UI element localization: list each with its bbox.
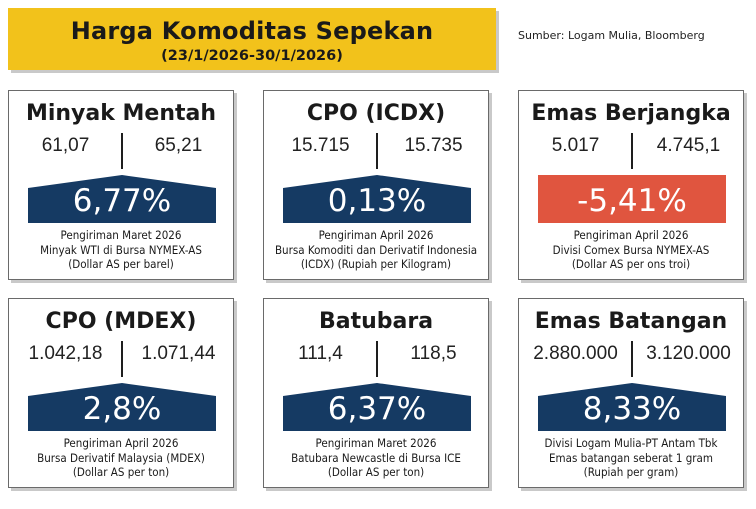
percent-change: 6,37%	[327, 391, 427, 427]
price-divider	[121, 133, 123, 169]
change-up-arrow: 6,37%	[283, 383, 471, 431]
commodity-card: Batubara 111,4 118,5 6,37% Pengiriman Maret …	[263, 298, 489, 488]
current-price: 1.071,44	[141, 343, 216, 364]
commodity-name: Emas Berjangka	[531, 101, 731, 126]
current-price: 118,5	[410, 343, 457, 364]
contract-description: Pengiriman Maret 2026 Batubara Newcastle …	[266, 436, 486, 480]
description-line: (Dollar AS per barel)	[68, 257, 174, 271]
change-up-arrow: 0,13%	[283, 175, 471, 223]
description-line: (Dollar AS per ton)	[327, 465, 425, 479]
page-title: Harga Komoditas Sepekan	[70, 17, 434, 45]
previous-price: 5.017	[551, 135, 600, 156]
change-up-arrow: 2,8%	[28, 383, 216, 431]
arrow-up-icon	[28, 175, 216, 223]
description-line: Pengiriman April 2026	[573, 228, 689, 242]
price-divider	[121, 341, 123, 377]
description-line: Pengiriman Maret 2026	[60, 228, 182, 242]
arrow-up-icon	[28, 383, 216, 431]
commodity-name: Batubara	[318, 309, 434, 334]
commodity-card: CPO (MDEX) 1.042,18 1.071,44 2,8% Pengiriman…	[8, 298, 234, 488]
arrow-down-icon	[538, 175, 726, 223]
previous-price: 1.042,18	[28, 343, 103, 364]
previous-price: 61,07	[41, 135, 90, 156]
current-price: 65,21	[154, 135, 203, 156]
description-line: Bursa Derivatif Malaysia (MDEX)	[37, 450, 205, 465]
description-line: Pengiriman April 2026	[318, 228, 434, 242]
previous-price: 111,4	[298, 343, 343, 364]
commodity-name: CPO (MDEX)	[45, 309, 197, 334]
description-line: Batubara Newcastle di Bursa ICE	[291, 450, 461, 465]
description-line: Bursa Komoditi dan Derivatif Indonesia	[274, 242, 478, 257]
percent-change: 2,8%	[82, 391, 162, 427]
description-line: Divisi Comex Bursa NYMEX-AS	[552, 242, 710, 257]
contract-description: Pengiriman April 2026 Bursa Derivatif Mal…	[11, 436, 231, 480]
arrow-up-icon	[283, 383, 471, 431]
contract-description: Divisi Logam Mulia-PT Antam Tbk Emas bata…	[521, 436, 741, 480]
price-divider	[376, 133, 378, 169]
arrow-up-icon	[283, 175, 471, 223]
description-line: (Rupiah per gram)	[583, 465, 679, 479]
description-line: Divisi Logam Mulia-PT Antam Tbk	[544, 436, 718, 450]
percent-change: 0,13%	[327, 183, 427, 219]
contract-description: Pengiriman April 2026 Divisi Comex Bursa …	[521, 228, 741, 272]
percent-change: -5,41%	[577, 183, 687, 219]
commodity-name: CPO (ICDX)	[306, 101, 446, 126]
previous-price: 15.715	[291, 135, 350, 156]
description-line: Minyak WTI di Bursa NYMEX-AS	[40, 242, 202, 257]
commodity-name: Emas Batangan	[534, 309, 728, 334]
description-line: (Dollar AS per ons troi)	[571, 257, 691, 271]
current-price: 4.745,1	[656, 135, 721, 156]
source-note: Sumber: Logam Mulia, Bloomberg	[518, 29, 705, 42]
description-line: (Dollar AS per ton)	[72, 465, 170, 479]
commodity-card: Emas Batangan 2.880.000 3.120.000 8,33% Divi…	[518, 298, 744, 488]
contract-description: Pengiriman April 2026 Bursa Komoditi dan …	[266, 228, 486, 272]
date-range: (23/1/2026-30/1/2026)	[161, 48, 343, 64]
change-up-arrow: 6,77%	[28, 175, 216, 223]
commodity-card: CPO (ICDX) 15.715 15.735 0,13% Pengiriman Ap…	[263, 90, 489, 280]
description-line: Pengiriman April 2026	[63, 436, 179, 450]
description-line: Emas batangan seberat 1 gram	[549, 450, 713, 465]
price-divider	[376, 341, 378, 377]
current-price: 3.120.000	[646, 343, 731, 364]
previous-price: 2.880.000	[533, 343, 618, 364]
arrow-up-icon	[538, 383, 726, 431]
change-down-box: -5,41%	[538, 175, 726, 223]
contract-description: Pengiriman Maret 2026 Minyak WTI di Bursa…	[11, 228, 231, 272]
title-banner: Harga Komoditas Sepekan (23/1/2026-30/1/…	[8, 8, 496, 70]
price-divider	[631, 133, 633, 169]
description-line: (ICDX) (Rupiah per Kilogram)	[300, 257, 452, 271]
commodity-card: Minyak Mentah 61,07 65,21 6,77% Pengiriman M…	[8, 90, 234, 280]
description-line: Pengiriman Maret 2026	[315, 436, 437, 450]
price-divider	[631, 341, 633, 377]
change-up-arrow: 8,33%	[538, 383, 726, 431]
percent-change: 6,77%	[72, 183, 172, 219]
commodity-card: Emas Berjangka 5.017 4.745,1 -5,41% Pengirim…	[518, 90, 744, 280]
current-price: 15.735	[404, 135, 463, 156]
commodity-name: Minyak Mentah	[25, 101, 217, 126]
percent-change: 8,33%	[582, 391, 682, 427]
